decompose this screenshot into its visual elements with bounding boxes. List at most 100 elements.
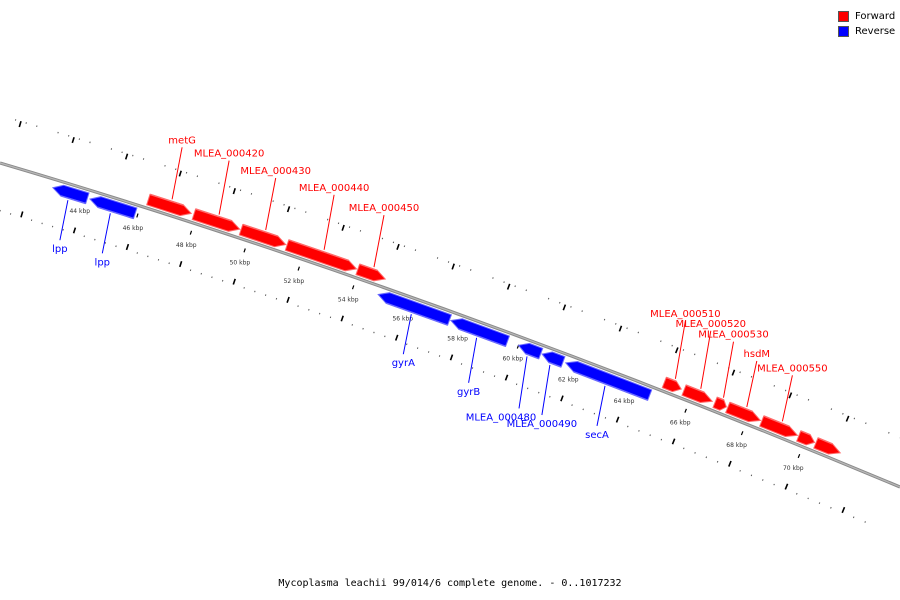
ruler-label: 50 kbp bbox=[230, 260, 251, 267]
ruler-minor-tick bbox=[403, 245, 406, 248]
ruler-label: 70 kbp bbox=[783, 465, 804, 472]
ruler-major-tick bbox=[396, 243, 400, 250]
gene-feature[interactable] bbox=[564, 360, 653, 401]
ruler-major-tick bbox=[618, 325, 623, 332]
ruler-minor-tick bbox=[211, 276, 213, 279]
gene-feature[interactable] bbox=[681, 384, 714, 404]
gene-arrow[interactable] bbox=[712, 396, 728, 411]
ruler-minor-tick bbox=[460, 363, 463, 365]
gene-highlight bbox=[288, 239, 349, 262]
ruler-major-tick bbox=[449, 354, 454, 361]
gene-arrow[interactable] bbox=[238, 223, 287, 248]
gene-feature[interactable] bbox=[238, 223, 287, 248]
gene-feature[interactable] bbox=[813, 437, 842, 455]
label-leader bbox=[323, 194, 335, 250]
gene-arrow[interactable] bbox=[681, 384, 714, 404]
gene-arrow[interactable] bbox=[284, 239, 358, 272]
ruler-minor-tick bbox=[470, 269, 472, 271]
gene-feature[interactable] bbox=[89, 196, 138, 220]
label-leader bbox=[402, 314, 412, 355]
ruler-minor-tick bbox=[683, 447, 685, 450]
ruler-label: 52 kbp bbox=[284, 278, 305, 285]
ruler-minor-tick bbox=[830, 408, 833, 410]
gene-highlight bbox=[458, 328, 506, 348]
gene-arrow[interactable] bbox=[813, 437, 842, 455]
ruler-minor-tick bbox=[750, 474, 753, 477]
gene-label: MLEA_000520 bbox=[676, 319, 747, 330]
ruler-minor-tick bbox=[525, 289, 527, 292]
gene-feature[interactable] bbox=[517, 342, 544, 360]
ruler-major-tick bbox=[845, 415, 850, 422]
gene-feature[interactable] bbox=[661, 376, 682, 393]
ruler-minor-tick bbox=[615, 323, 617, 325]
legend-reverse-label: Reverse bbox=[855, 26, 896, 37]
reverse-swatch bbox=[838, 26, 849, 37]
ruler-major-tick bbox=[674, 347, 679, 354]
label-leader bbox=[59, 200, 69, 241]
gene-arrow[interactable] bbox=[725, 401, 762, 423]
ruler-minor-tick bbox=[694, 452, 696, 454]
ruler-minor-tick bbox=[221, 279, 224, 282]
gene-feature[interactable] bbox=[541, 351, 566, 368]
gene-highlight bbox=[763, 415, 790, 427]
ruler-minor-tick bbox=[381, 237, 384, 240]
gene-label: metG bbox=[168, 135, 196, 146]
ruler-minor-tick bbox=[559, 301, 561, 304]
gene-highlight bbox=[149, 193, 184, 206]
gene-feature[interactable] bbox=[51, 184, 90, 205]
ruler-minor-tick bbox=[200, 272, 202, 275]
gene-feature[interactable] bbox=[146, 193, 193, 217]
ruler-major-tick bbox=[615, 416, 620, 423]
ruler-minor-tick bbox=[660, 438, 663, 441]
gene-highlight bbox=[359, 263, 378, 272]
gene-label: MLEA_000450 bbox=[349, 203, 420, 214]
ruler-minor-tick bbox=[348, 226, 351, 228]
gene-feature[interactable] bbox=[191, 208, 241, 232]
ruler-label-tick bbox=[297, 266, 300, 271]
gene-label: secA bbox=[585, 430, 609, 441]
gene-arrow[interactable] bbox=[146, 193, 193, 217]
gene-highlight bbox=[729, 401, 753, 413]
gene-highlight bbox=[573, 371, 648, 401]
ruler-label: 56 kbp bbox=[392, 316, 413, 323]
ruler-label: 64 kbp bbox=[614, 398, 635, 405]
gene-arrow[interactable] bbox=[89, 196, 138, 220]
gene-label: hsdM bbox=[744, 349, 771, 360]
ruler-minor-tick bbox=[660, 340, 662, 343]
ruler-label: 66 kbp bbox=[670, 420, 691, 427]
label-leader bbox=[781, 375, 793, 422]
label-leader bbox=[541, 364, 551, 416]
label-leader bbox=[723, 341, 734, 398]
ruler-minor-tick bbox=[773, 385, 775, 387]
ruler-major-tick bbox=[232, 188, 236, 195]
ruler-minor-tick bbox=[62, 228, 64, 231]
ruler-minor-tick bbox=[218, 182, 220, 185]
gene-highlight bbox=[242, 223, 279, 237]
gene-arrow[interactable] bbox=[796, 430, 816, 446]
gene-feature[interactable] bbox=[796, 430, 816, 446]
ruler-major-tick bbox=[72, 227, 77, 234]
ruler-major-tick bbox=[841, 506, 846, 514]
gene-feature[interactable] bbox=[759, 415, 799, 438]
gene-feature[interactable] bbox=[449, 318, 511, 348]
ruler-minor-tick bbox=[406, 343, 408, 346]
gene-arrow[interactable] bbox=[759, 415, 799, 438]
ruler-minor-tick bbox=[762, 479, 764, 481]
ruler-minor-tick bbox=[570, 306, 572, 308]
gene-feature[interactable] bbox=[712, 396, 728, 411]
ruler-label: 62 kbp bbox=[558, 377, 579, 384]
gene-feature[interactable] bbox=[355, 263, 387, 282]
gene-arrow[interactable] bbox=[355, 263, 387, 282]
gene-label: MLEA_000490 bbox=[507, 419, 578, 430]
gene-feature[interactable] bbox=[377, 292, 453, 326]
ruler-minor-tick bbox=[603, 318, 606, 321]
ruler-minor-tick bbox=[283, 203, 285, 206]
ruler-minor-tick bbox=[526, 387, 529, 390]
legend-forward-label: Forward bbox=[855, 11, 896, 22]
gene-arrow[interactable] bbox=[661, 376, 682, 393]
gene-feature[interactable] bbox=[284, 239, 358, 272]
feature-track bbox=[51, 184, 842, 455]
gene-arrow[interactable] bbox=[191, 208, 241, 232]
gene-feature[interactable] bbox=[725, 401, 762, 423]
ruler-minor-tick bbox=[185, 171, 188, 174]
